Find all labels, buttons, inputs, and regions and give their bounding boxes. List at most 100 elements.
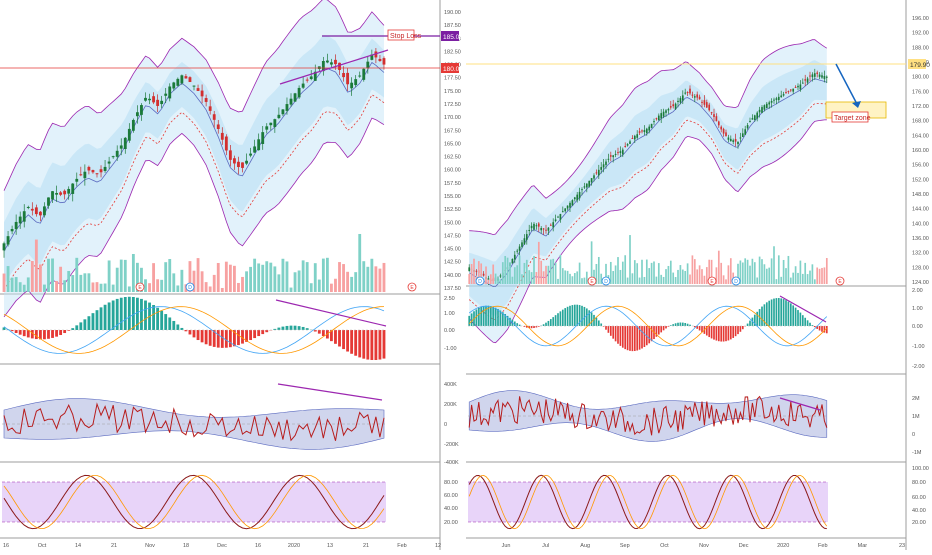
right-price-tick: 188.00 — [912, 45, 929, 51]
left-volume-bar — [310, 283, 313, 292]
left-volume-bar — [330, 284, 333, 292]
left-macd-bar — [261, 330, 264, 334]
right-candle-body — [660, 113, 662, 118]
left-time-tick: 16 — [3, 543, 9, 549]
right-volume-bar — [720, 263, 722, 284]
right-candle-body — [593, 175, 595, 178]
right-time-tick: Sep — [620, 543, 630, 549]
left-candle-body — [168, 86, 171, 98]
left-candle-body — [43, 206, 46, 215]
left-candle-body — [261, 132, 264, 144]
right-volume-bar — [519, 256, 521, 284]
left-volume-bar — [362, 261, 365, 292]
right-volume-bar — [759, 257, 761, 284]
left-price-tick: 152.50 — [444, 207, 461, 213]
left-volume-bar — [63, 280, 66, 292]
right-candle-body — [761, 107, 763, 113]
right-stoch-axis-tick: 100.00 — [912, 466, 929, 472]
right-volume-bar — [780, 277, 782, 284]
left-volume-bar — [221, 288, 224, 292]
right-price-tick: 160.00 — [912, 148, 929, 154]
right-macd-bar — [766, 302, 768, 326]
right-candle-body — [809, 76, 811, 77]
left-volume-bar — [197, 258, 200, 292]
right-macd-bar — [548, 321, 550, 326]
left-macd-bar — [286, 326, 289, 330]
left-candle-body — [362, 69, 365, 80]
left-candle-body — [144, 98, 147, 101]
left-volume-bar — [75, 258, 78, 292]
right-volume-bar — [788, 256, 790, 284]
left-candle-body — [156, 100, 159, 106]
left-macd-bar — [59, 330, 62, 335]
left-macd-bar — [294, 326, 297, 330]
right-candle-body — [646, 129, 648, 133]
right-volume-bar — [800, 261, 802, 284]
right-macd-bar — [749, 321, 751, 326]
right-macd-bar — [605, 326, 607, 330]
right-volume-bar — [656, 277, 658, 284]
right-macd-bar — [632, 326, 634, 351]
left-candle-body — [326, 61, 329, 63]
right-time-tick: Jul — [542, 543, 549, 549]
left-price-tick: 155.00 — [444, 194, 461, 200]
left-candle-body — [19, 217, 22, 224]
right-volume-bar — [689, 275, 691, 284]
left-volume-bar — [346, 272, 349, 292]
right-macd-bar — [641, 326, 643, 348]
left-candle-body — [241, 162, 244, 168]
left-candle-body — [148, 99, 151, 100]
left-volume-bar — [83, 273, 86, 292]
left-macd-bar — [83, 319, 86, 330]
left-candle-body — [23, 211, 26, 221]
right-candle-body — [620, 151, 622, 153]
target-label: Target zone — [834, 115, 871, 122]
left-macd-bar — [342, 330, 345, 349]
left-macd-bar — [15, 330, 18, 333]
left-macd-bar — [193, 330, 196, 337]
right-volume-bar — [653, 261, 655, 284]
right-volume-bar — [812, 264, 814, 284]
left-macd-bar — [124, 297, 127, 330]
left-volume-bar — [379, 269, 382, 292]
right-candle-body — [644, 130, 646, 132]
right-candle-body — [692, 95, 694, 96]
left-volume-bar — [249, 267, 252, 292]
right-candle-body — [531, 226, 533, 228]
right-price-tick: 168.00 — [912, 119, 929, 125]
left-macd-bar — [23, 330, 26, 336]
right-macd-bar — [663, 326, 665, 330]
left-volume-bar — [87, 273, 90, 292]
left-flow-axis-tick: 400K — [444, 382, 457, 388]
right-macd-bar — [500, 311, 502, 326]
right-macd-bar — [780, 298, 782, 326]
right-volume-bar — [548, 266, 550, 284]
right-volume-bar — [622, 262, 624, 284]
left-macd-bar — [225, 330, 228, 348]
left-volume-bar — [269, 263, 272, 292]
left-time-tick: Oct — [38, 543, 47, 549]
right-candle-body — [526, 234, 528, 240]
right-volume-bar — [639, 278, 641, 284]
left-candle-body — [306, 80, 309, 81]
right-macd-bar — [677, 323, 679, 326]
right-macd-bar — [790, 303, 792, 326]
right-macd-bar — [728, 326, 730, 340]
left-macd-bar — [277, 328, 280, 330]
left-volume-bar — [253, 259, 256, 292]
right-volume-bar — [646, 260, 648, 284]
right-candle-body — [519, 247, 521, 251]
right-time-tick: Dec — [739, 543, 749, 549]
left-candle-body — [334, 60, 337, 64]
left-candle-body — [294, 93, 297, 101]
left-macd-bar — [92, 313, 95, 330]
right-macd-bar — [509, 318, 511, 326]
right-volume-bar — [543, 271, 545, 284]
right-candle-body — [687, 92, 689, 93]
left-candle-body — [51, 191, 54, 199]
right-macd-bar — [809, 323, 811, 326]
right-volume-bar — [819, 269, 821, 284]
right-candle-body — [608, 159, 610, 160]
right-volume-bar — [776, 279, 778, 284]
right-volume-bar — [581, 278, 583, 284]
